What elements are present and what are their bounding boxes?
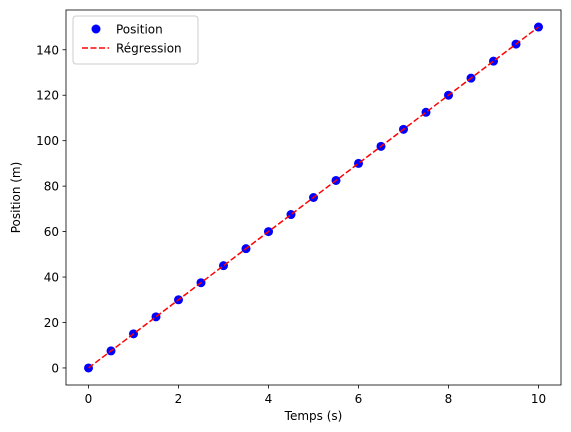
x-tick-label: 4 bbox=[265, 392, 273, 406]
x-tick-label: 2 bbox=[175, 392, 183, 406]
y-tick-label: 80 bbox=[44, 180, 59, 194]
plot-frame bbox=[65, 9, 562, 386]
series-layer bbox=[84, 22, 543, 373]
legend-box bbox=[72, 15, 199, 65]
y-tick-label: 100 bbox=[36, 134, 59, 148]
y-tick-label: 120 bbox=[36, 89, 59, 103]
regression-line bbox=[88, 26, 539, 369]
y-tick-label: 0 bbox=[51, 361, 59, 375]
x-tick-label: 8 bbox=[445, 392, 453, 406]
legend-marker-position bbox=[91, 24, 101, 34]
legend-label-regression: Régression bbox=[116, 42, 182, 56]
y-tick-label: 140 bbox=[36, 43, 59, 57]
x-axis-label: Temps (s) bbox=[284, 409, 343, 423]
y-tick-label: 40 bbox=[44, 271, 59, 285]
x-tick-label: 0 bbox=[85, 392, 93, 406]
y-tick-label: 60 bbox=[44, 225, 59, 239]
y-axis-label: Position (m) bbox=[9, 162, 23, 234]
legend: Position Régression bbox=[72, 15, 199, 65]
legend-label-position: Position bbox=[116, 23, 163, 37]
x-tick-label: 10 bbox=[531, 392, 546, 406]
y-tick-label: 20 bbox=[44, 316, 59, 330]
x-tick-label: 6 bbox=[355, 392, 363, 406]
